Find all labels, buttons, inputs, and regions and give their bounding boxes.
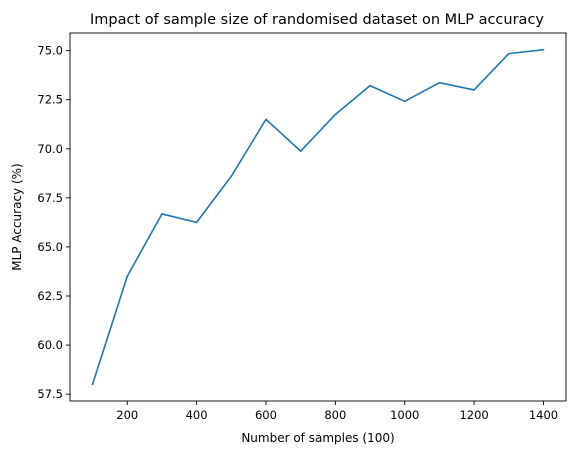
data-point: [403, 100, 406, 103]
data-point: [195, 221, 198, 224]
data-point: [126, 275, 129, 278]
y-tick-label: 75.0: [37, 44, 63, 58]
y-tick-label: 65.0: [37, 240, 63, 254]
y-tick-label: 70.0: [37, 142, 63, 156]
plot-area: 200 400 600 800 1000 1200 1400 57.5 60.0 62.5 65.0…: [37, 44, 558, 422]
y-tick-label: 57.5: [37, 387, 63, 401]
data-point: [299, 150, 302, 152]
x-tick-label: 200: [116, 408, 138, 422]
data-point: [369, 84, 371, 87]
x-tick-label: 400: [186, 408, 208, 422]
x-axis-label: Number of samples (100): [241, 431, 394, 445]
x-tick-label: 800: [324, 408, 346, 422]
x-tick-label: 1200: [459, 408, 488, 422]
plot-frame: [69, 32, 567, 402]
series-line: [91, 48, 545, 386]
data-point: [473, 89, 475, 91]
y-tick-label: 60.0: [37, 338, 63, 352]
data-point: [91, 383, 94, 386]
x-tick-label: 1400: [529, 408, 558, 422]
data-point: [334, 113, 337, 116]
chart-title: Impact of sample size of randomised data…: [90, 12, 544, 28]
x-tick-label: 600: [255, 408, 277, 422]
data-point: [438, 81, 441, 84]
data-point: [507, 52, 510, 55]
data-point: [230, 175, 233, 178]
y-tick-label: 62.5: [37, 289, 63, 303]
data-point: [542, 48, 545, 51]
x-tick-label: 1000: [390, 408, 419, 422]
data-point: [161, 213, 163, 215]
y-axis-label: MLP Accuracy (%): [10, 163, 24, 270]
y-tick-label: 72.5: [37, 93, 63, 107]
data-point: [265, 118, 267, 121]
y-tick-label: 67.5: [37, 191, 63, 205]
